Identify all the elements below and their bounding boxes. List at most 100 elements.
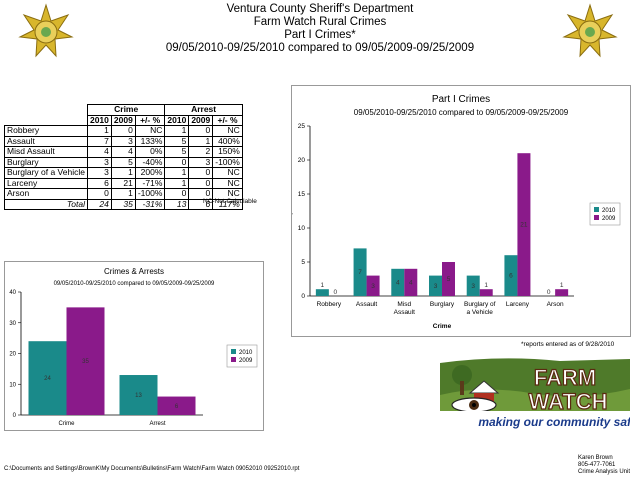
bar-2009 — [366, 275, 380, 296]
y-tick-label: 10 — [9, 382, 16, 388]
report-header: Ventura County Sheriff's Department Farm… — [100, 3, 540, 55]
table-cell: -100% — [134, 188, 166, 200]
bar-value-label: 6 — [175, 404, 179, 410]
table-cell: 1 — [86, 125, 112, 137]
table-cell: 1 — [188, 135, 214, 147]
y-axis-label: Number of Reported Incidents — [292, 167, 293, 254]
table-cell: 1 — [164, 177, 190, 189]
x-tick-label: Arson — [547, 301, 564, 308]
bar-2010 — [466, 275, 480, 296]
bar-2009 — [404, 268, 418, 296]
x-tick-label: Crime — [59, 421, 76, 427]
table-cell: 0 — [188, 188, 214, 200]
chart-title: Part I Crimes — [432, 94, 490, 105]
table-cell: -31% — [134, 198, 166, 210]
chart-subtitle: 09/05/2010-09/25/2010 compared to 09/05/… — [54, 281, 215, 287]
row-label: Assault — [4, 135, 88, 147]
sub-header: +/- % — [134, 114, 166, 126]
legend-label: 2010 — [239, 350, 253, 356]
sub-header: +/- % — [212, 114, 243, 126]
bar-value-label: 0 — [547, 289, 551, 296]
legend-swatch-2009 — [594, 215, 599, 220]
table-cell: 1 — [110, 188, 136, 200]
table-cell: 0 — [188, 125, 214, 137]
table-cell: 21 — [110, 177, 136, 189]
x-tick-label: Assault — [356, 301, 378, 308]
table-cell: 0 — [188, 177, 214, 189]
x-tick-label: Burglary — [430, 301, 455, 308]
farm-watch-logo: FARM WATCH making our community safe — [440, 355, 630, 433]
table-row: Burglary of a Vehicle 3 1 200% 1 0 NC — [4, 167, 243, 179]
chart-subtitle: 09/05/2010-09/25/2010 compared to 09/05/… — [354, 108, 569, 117]
part-i-crimes-chart: Part I Crimes 09/05/2010-09/25/2010 compa… — [287, 85, 631, 337]
row-label: Arson — [4, 188, 88, 200]
crime-arrest-table: Crime Arrest 2010 2009 +/- % 2010 2009 +… — [4, 104, 243, 210]
y-tick-label: 25 — [298, 123, 306, 130]
table-cell: 13 — [164, 198, 190, 210]
table-cell: NC — [212, 125, 243, 137]
x-tick-label: Robbery — [317, 301, 342, 308]
bar-2010 — [28, 341, 67, 415]
table-cell: 5 — [164, 135, 190, 147]
y-tick-label: 30 — [9, 321, 16, 327]
bar-value-label: 5 — [447, 276, 451, 283]
table-cell: 0 — [164, 188, 190, 200]
table-cell: 400% — [212, 135, 243, 147]
bar-value-label: 1 — [321, 282, 325, 289]
row-label: Total — [4, 198, 88, 210]
bar-2010 — [119, 375, 158, 415]
legend-label: 2009 — [239, 358, 253, 364]
legend-swatch-2010 — [231, 349, 236, 354]
group-header-crime: Crime — [86, 104, 166, 116]
table-cell: 1 — [164, 125, 190, 137]
x-axis-label: Crime — [433, 323, 452, 330]
row-label: Larceny — [4, 177, 88, 189]
crimes-arrests-chart-svg: Crimes & Arrests 09/05/2010-09/25/2010 co… — [9, 267, 258, 427]
table-total-row: Total 24 35 -31% 13 6 117% — [4, 198, 243, 210]
table-cell: 0 — [110, 125, 136, 137]
bar-2010 — [315, 289, 329, 296]
table-cell: 6 — [188, 198, 214, 210]
row-label: Misd Assault — [4, 146, 88, 158]
table-cell: 1 — [164, 167, 190, 179]
sheriff-star-badge-right — [562, 3, 618, 58]
table-cell: 24 — [86, 198, 112, 210]
table-cell: 3 — [86, 156, 112, 168]
chart-legend: 2010 2009 — [226, 344, 258, 368]
bar-2009 — [517, 153, 531, 296]
header-department: Ventura County Sheriff's Department — [226, 3, 414, 15]
table-cell: 3 — [110, 135, 136, 147]
table-cell: NC — [212, 167, 243, 179]
table-sub-header-row: 2010 2009 +/- % 2010 2009 +/- % — [5, 114, 243, 126]
row-label: Burglary — [4, 156, 88, 168]
header-report-name: Farm Watch Rural Crimes — [253, 16, 387, 28]
table-body: Robbery 1 0 NC 1 0 NC Assault 7 3 133% 5 1 400% Misd A… — [4, 125, 243, 210]
bar-value-label: 3 — [434, 283, 438, 290]
legend-swatch-2009 — [231, 357, 236, 362]
table-cell: 1 — [110, 167, 136, 179]
table-cell: 5 — [164, 146, 190, 158]
x-tick-label: Arrest — [149, 421, 165, 427]
chart-legend: 2010 2009 — [589, 202, 621, 226]
file-path: C:\Documents and Settings\BrownK\My Docu… — [4, 466, 300, 472]
table-cell: 0 — [188, 167, 214, 179]
table-cell: -40% — [134, 156, 166, 168]
bar-value-label: 24 — [44, 376, 51, 382]
bar-value-label: 0 — [334, 289, 338, 296]
table-cell: -100% — [212, 156, 243, 168]
bar-value-label: 3 — [371, 283, 375, 290]
table-row: Assault 7 3 133% 5 1 400% — [4, 135, 243, 147]
bar-value-label: 6 — [509, 273, 513, 280]
table-cell: 0 — [86, 188, 112, 200]
table-cell: 4 — [86, 146, 112, 158]
y-tick-label: 20 — [9, 352, 16, 358]
row-label: Robbery — [4, 125, 88, 137]
y-tick-label: 10 — [298, 225, 306, 232]
logo-word-farm: FARM — [534, 365, 596, 390]
contact-info: Karen Brown 805-477-7061 Crime Analysis … — [578, 455, 630, 476]
table-row: Misd Assault 4 4 0% 5 2 150% — [4, 146, 243, 158]
sub-header: 2010 — [164, 114, 190, 126]
y-tick-label: 5 — [301, 259, 305, 266]
crimes-arrests-chart: Crimes & Arrests 09/05/2010-09/25/2010 co… — [4, 261, 264, 431]
bar-value-label: 13 — [135, 393, 142, 399]
